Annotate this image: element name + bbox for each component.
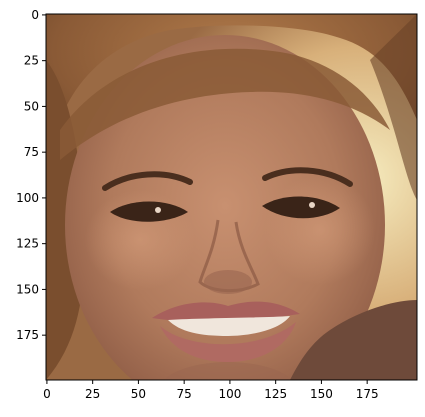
hair-right [370, 14, 417, 200]
eye-left [110, 201, 188, 222]
axes-frame [45, 13, 418, 381]
clothing [290, 300, 417, 380]
eyebrow-left [102, 171, 193, 191]
eye-left-highlight [155, 207, 161, 213]
lips-lower [160, 322, 296, 362]
portrait-image [46, 14, 417, 380]
x-tick-label: 0 [43, 387, 51, 401]
x-tick-label: 75 [177, 387, 192, 401]
y-tick-label: 50 [24, 99, 39, 113]
y-tick-label: 0 [31, 8, 39, 22]
x-tick-label: 125 [264, 387, 287, 401]
y-tick-label: 125 [16, 237, 39, 251]
eye-right-highlight [309, 202, 315, 208]
y-tick-label: 75 [24, 145, 39, 159]
x-tick-label: 175 [356, 387, 379, 401]
y-tick-label: 25 [24, 54, 39, 68]
hair [46, 14, 417, 200]
face [65, 35, 385, 380]
y-tick-label: 100 [16, 191, 39, 205]
lips-upper [152, 301, 300, 322]
teeth [168, 316, 290, 336]
x-tick-label: 100 [218, 387, 241, 401]
x-tick-label: 150 [310, 387, 333, 401]
y-axis: 0 25 50 75 100 125 150 175 [16, 8, 46, 342]
y-tick-label: 175 [16, 328, 39, 342]
hair-fringe [60, 48, 390, 160]
nose-tip [204, 270, 252, 294]
y-tick-label: 150 [16, 282, 39, 296]
x-tick-label: 25 [85, 387, 100, 401]
x-tick-label: 50 [131, 387, 146, 401]
eye-right [262, 196, 340, 219]
chin [163, 362, 293, 380]
eyebrow-right [262, 167, 353, 187]
x-axis: 0 25 50 75 100 125 150 175 [43, 380, 379, 401]
cheek-right [265, 175, 375, 285]
